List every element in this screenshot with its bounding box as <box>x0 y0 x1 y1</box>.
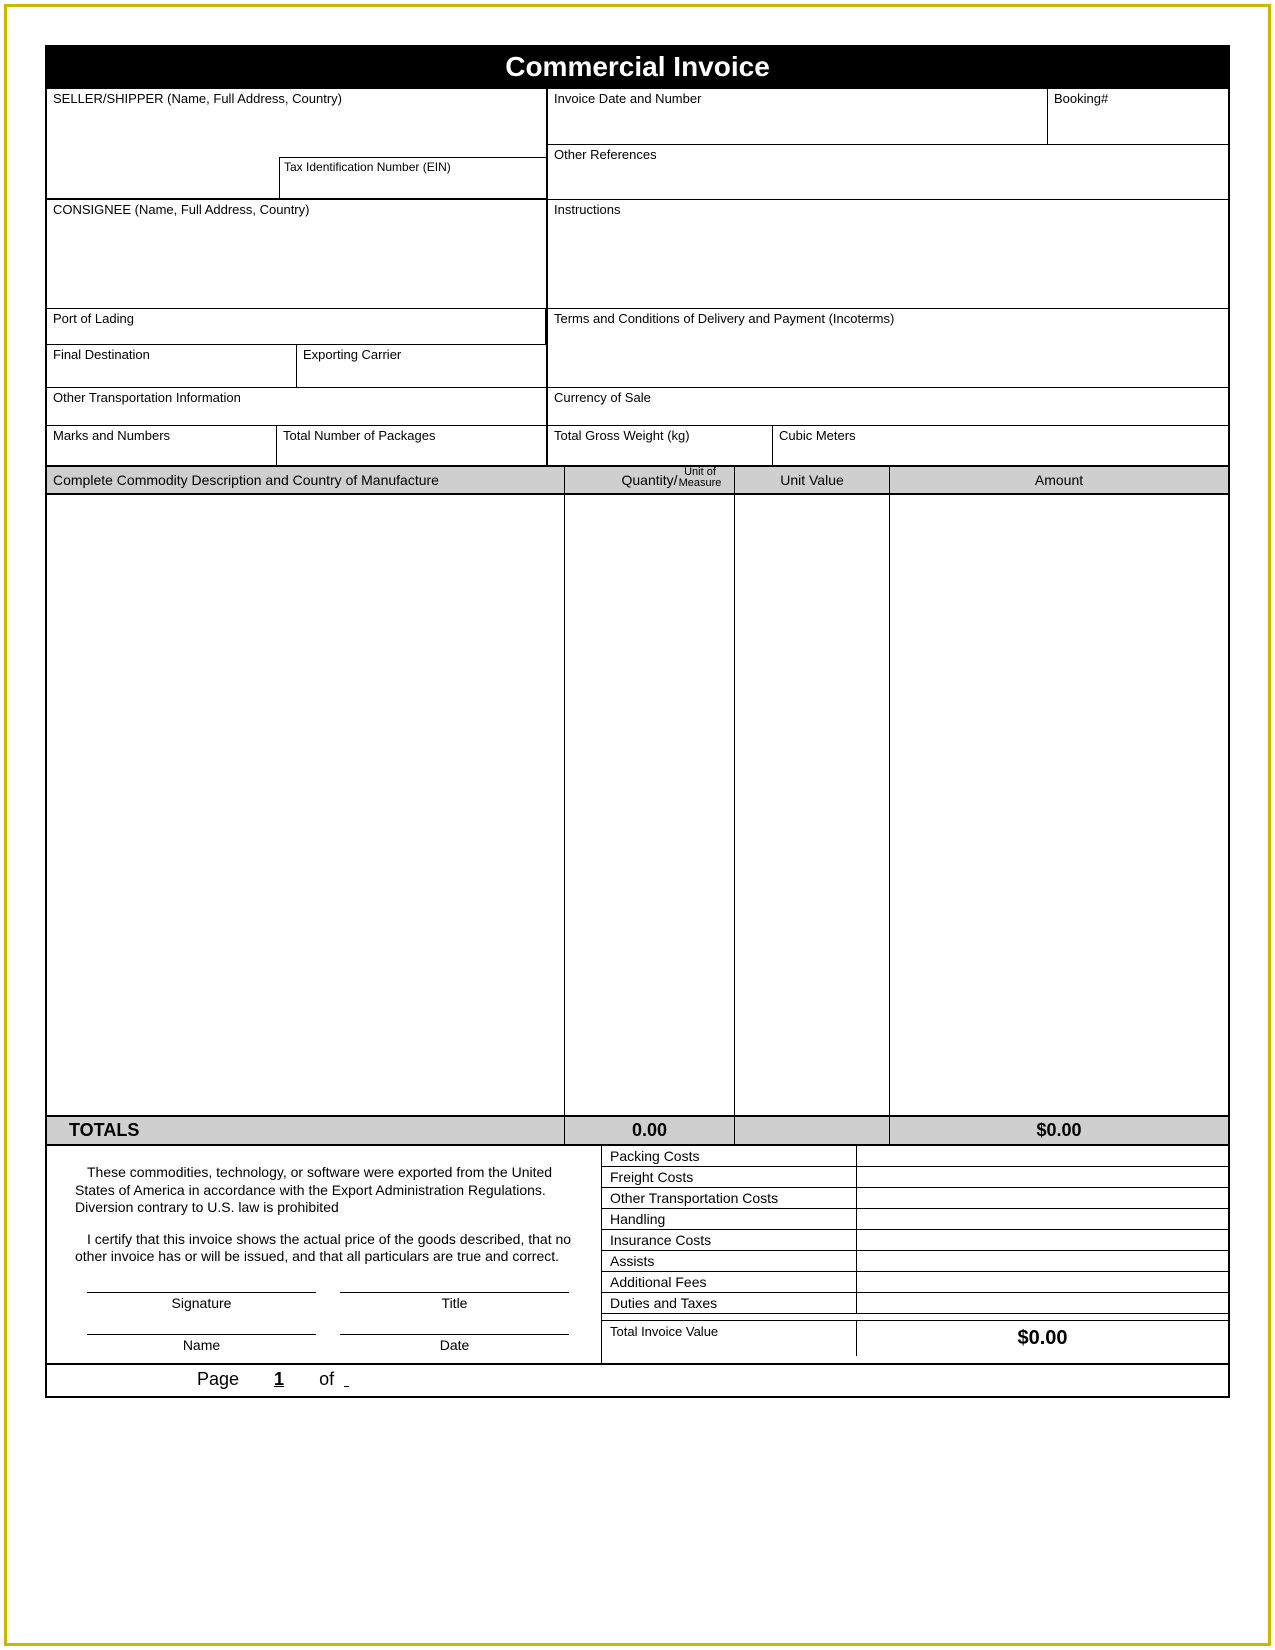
col-quantity: Quantity/ Unit of Measure <box>565 467 735 493</box>
totals-label: TOTALS <box>47 1117 565 1144</box>
label-final-destination: Final Destination <box>53 347 150 362</box>
cost-label: Insurance Costs <box>602 1230 857 1250</box>
cost-label: Assists <box>602 1251 857 1271</box>
cost-value[interactable] <box>857 1272 1228 1292</box>
name-box[interactable]: Name <box>75 1334 328 1355</box>
pager-of-label: of <box>319 1369 334 1389</box>
label-name: Name <box>183 1337 220 1353</box>
label-cubic-meters: Cubic Meters <box>779 428 856 443</box>
totals-quantity: 0.00 <box>565 1117 735 1144</box>
label-other-references: Other References <box>554 147 657 162</box>
col-description: Complete Commodity Description and Count… <box>47 467 565 493</box>
cost-label: Handling <box>602 1209 857 1229</box>
label-booking: Booking# <box>1054 91 1108 106</box>
label-title: Title <box>442 1295 468 1311</box>
field-other-references[interactable]: Other References <box>548 145 1228 199</box>
cost-label: Freight Costs <box>602 1167 857 1187</box>
label-currency: Currency of Sale <box>554 390 651 405</box>
cost-value[interactable] <box>857 1146 1228 1166</box>
field-final-destination[interactable]: Final Destination <box>47 345 297 387</box>
label-exporting-carrier: Exporting Carrier <box>303 347 401 362</box>
field-port-of-lading[interactable]: Port of Lading <box>47 309 546 345</box>
col-uom-label: Unit of Measure <box>670 467 730 489</box>
items-col-amount[interactable] <box>890 495 1228 1115</box>
label-gross-weight: Total Gross Weight (kg) <box>554 428 690 443</box>
label-other-transport: Other Transportation Information <box>53 390 241 405</box>
cost-row: Handling <box>602 1209 1228 1230</box>
label-instructions: Instructions <box>554 202 620 217</box>
total-invoice-row: Total Invoice Value $0.00 <box>602 1320 1228 1356</box>
field-consignee[interactable]: CONSIGNEE (Name, Full Address, Country) <box>47 200 548 308</box>
label-tax-id: Tax Identification Number (EIN) <box>284 160 451 174</box>
signature-box[interactable]: Signature <box>75 1292 328 1313</box>
field-terms-conditions[interactable]: Terms and Conditions of Delivery and Pay… <box>548 309 1228 387</box>
footer: These commodities, technology, or softwa… <box>47 1146 1228 1363</box>
field-instructions[interactable]: Instructions <box>548 200 1228 308</box>
label-marks-numbers: Marks and Numbers <box>53 428 170 443</box>
cost-row: Additional Fees <box>602 1272 1228 1293</box>
declaration-block: These commodities, technology, or softwa… <box>47 1146 602 1363</box>
pager-page-num: 1 <box>254 1369 304 1390</box>
cost-label: Duties and Taxes <box>602 1293 857 1313</box>
title-box[interactable]: Title <box>328 1292 581 1313</box>
cost-row: Assists <box>602 1251 1228 1272</box>
declaration-para2: I certify that this invoice shows the ac… <box>75 1231 581 1266</box>
field-marks-numbers[interactable]: Marks and Numbers <box>47 426 277 465</box>
label-invoice-date-number: Invoice Date and Number <box>554 91 701 106</box>
cost-value[interactable] <box>857 1293 1228 1313</box>
items-col-quantity[interactable] <box>565 495 735 1115</box>
col-unit-value: Unit Value <box>735 467 890 493</box>
form-title: Commercial Invoice <box>47 47 1228 89</box>
totals-row: TOTALS 0.00 $0.00 <box>47 1115 1228 1146</box>
label-total-invoice: Total Invoice Value <box>602 1321 857 1356</box>
cost-row: Freight Costs <box>602 1167 1228 1188</box>
cost-value[interactable] <box>857 1167 1228 1187</box>
label-date: Date <box>440 1337 470 1353</box>
field-exporting-carrier[interactable]: Exporting Carrier <box>297 345 546 387</box>
pager-row: Page 1 of <box>47 1363 1228 1396</box>
costs-block: Packing CostsFreight CostsOther Transpor… <box>602 1146 1228 1363</box>
value-total-invoice: $0.00 <box>857 1321 1228 1356</box>
field-seller-shipper[interactable]: SELLER/SHIPPER (Name, Full Address, Coun… <box>47 89 548 199</box>
col-amount: Amount <box>890 467 1228 493</box>
cost-value[interactable] <box>857 1230 1228 1250</box>
label-seller: SELLER/SHIPPER (Name, Full Address, Coun… <box>53 91 342 106</box>
invoice-form: Commercial Invoice SELLER/SHIPPER (Name,… <box>45 45 1230 1398</box>
declaration-para1: These commodities, technology, or softwa… <box>75 1164 581 1217</box>
cost-value[interactable] <box>857 1188 1228 1208</box>
date-box[interactable]: Date <box>328 1334 581 1355</box>
field-gross-weight[interactable]: Total Gross Weight (kg) <box>548 426 773 465</box>
items-column-headers: Complete Commodity Description and Count… <box>47 465 1228 495</box>
label-consignee: CONSIGNEE (Name, Full Address, Country) <box>53 202 309 217</box>
totals-amount: $0.00 <box>890 1117 1228 1144</box>
cost-row: Other Transportation Costs <box>602 1188 1228 1209</box>
cost-label: Other Transportation Costs <box>602 1188 857 1208</box>
cost-row: Insurance Costs <box>602 1230 1228 1251</box>
cost-label: Packing Costs <box>602 1146 857 1166</box>
pager-page-label: Page <box>197 1369 239 1389</box>
label-signature: Signature <box>172 1295 232 1311</box>
field-booking[interactable]: Booking# <box>1048 89 1228 144</box>
field-tax-id[interactable]: Tax Identification Number (EIN) <box>279 157 547 199</box>
label-port-of-lading: Port of Lading <box>53 311 134 326</box>
cost-row: Duties and Taxes <box>602 1293 1228 1314</box>
pager-page-total[interactable] <box>344 1369 394 1390</box>
items-col-description[interactable] <box>47 495 565 1115</box>
cost-row: Packing Costs <box>602 1146 1228 1167</box>
cost-value[interactable] <box>857 1209 1228 1229</box>
page-frame: Commercial Invoice SELLER/SHIPPER (Name,… <box>4 4 1271 1646</box>
totals-unit-value-blank <box>735 1117 890 1144</box>
label-total-packages: Total Number of Packages <box>283 428 435 443</box>
field-other-transport[interactable]: Other Transportation Information <box>47 388 548 425</box>
field-currency[interactable]: Currency of Sale <box>548 388 1228 425</box>
field-invoice-date-number[interactable]: Invoice Date and Number <box>548 89 1048 144</box>
items-col-unit-value[interactable] <box>735 495 890 1115</box>
label-terms: Terms and Conditions of Delivery and Pay… <box>554 311 894 326</box>
cost-value[interactable] <box>857 1251 1228 1271</box>
cost-label: Additional Fees <box>602 1272 857 1292</box>
field-total-packages[interactable]: Total Number of Packages <box>277 426 548 465</box>
field-cubic-meters[interactable]: Cubic Meters <box>773 426 1228 465</box>
items-body[interactable] <box>47 495 1228 1115</box>
